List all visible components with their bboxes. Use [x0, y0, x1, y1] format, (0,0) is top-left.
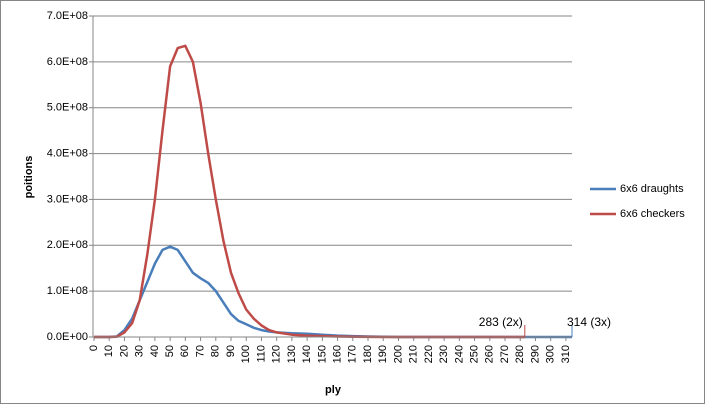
- annotation: 283 (2x): [479, 315, 523, 329]
- series-line: [94, 44, 525, 339]
- x-tick-label: 110: [255, 345, 267, 363]
- y-tick-label: 7.0E+08: [47, 10, 88, 22]
- x-tick-label: 230: [438, 345, 450, 363]
- x-tick-label: 250: [468, 345, 480, 363]
- legend-label: 6x6 draughts: [620, 183, 684, 195]
- y-tick-label: 4.0E+08: [47, 147, 88, 159]
- x-tick-label: 0: [88, 345, 100, 351]
- x-tick-label: 100: [240, 345, 252, 363]
- x-tick-label: 240: [453, 345, 465, 363]
- x-tick-label: 300: [545, 345, 557, 363]
- x-tick-label: 140: [301, 345, 313, 363]
- x-tick-label: 210: [408, 345, 420, 363]
- annotation: 314 (3x): [567, 315, 611, 329]
- x-tick-label: 200: [392, 345, 404, 363]
- x-tick-label: 220: [423, 345, 435, 363]
- y-axis-title: poitions: [23, 156, 35, 199]
- x-tick-label: 90: [225, 345, 237, 357]
- x-tick-label: 40: [149, 345, 161, 357]
- x-tick-label: 290: [529, 345, 541, 363]
- x-tick-label: 150: [316, 345, 328, 363]
- y-tick-label: 0.0E+00: [47, 331, 88, 343]
- x-tick-label: 80: [210, 345, 222, 357]
- x-tick-label: 50: [164, 345, 176, 357]
- x-tick-label: 270: [499, 345, 511, 363]
- x-tick-label: 10: [103, 345, 115, 357]
- y-tick-label: 6.0E+08: [47, 56, 88, 68]
- x-tick-label: 70: [194, 345, 206, 357]
- x-tick-label: 170: [347, 345, 359, 363]
- x-tick-label: 260: [484, 345, 496, 363]
- y-tick-label: 2.0E+08: [47, 239, 88, 251]
- legend-label: 6x6 checkers: [620, 208, 685, 220]
- x-tick-label: 180: [362, 345, 374, 363]
- y-tick-label: 3.0E+08: [47, 193, 88, 205]
- x-tick-label: 60: [179, 345, 191, 357]
- x-tick-label: 120: [271, 345, 283, 363]
- x-tick-label: 190: [377, 345, 389, 363]
- x-tick-label: 20: [118, 345, 130, 357]
- x-tick-label: 280: [514, 345, 526, 363]
- x-axis-title: ply: [325, 384, 342, 396]
- y-tick-label: 5.0E+08: [47, 102, 88, 114]
- x-tick-label: 130: [286, 345, 298, 363]
- x-tick-label: 160: [331, 345, 343, 363]
- x-tick-label: 30: [134, 345, 146, 357]
- x-tick-label: 310: [560, 345, 572, 363]
- y-tick-label: 1.0E+08: [47, 285, 88, 297]
